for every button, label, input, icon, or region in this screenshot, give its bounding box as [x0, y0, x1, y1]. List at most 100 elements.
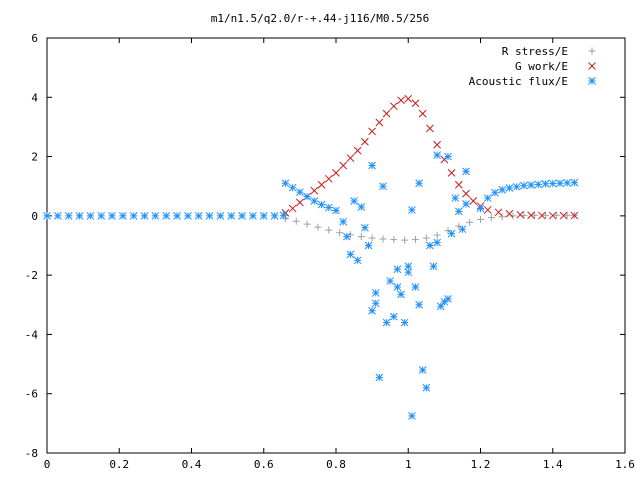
data-point	[173, 212, 181, 220]
data-point	[227, 212, 236, 220]
data-point	[418, 109, 427, 118]
y-tick-label: -4	[25, 328, 39, 341]
data-point	[563, 179, 572, 187]
data-point	[538, 211, 546, 220]
data-point	[451, 194, 460, 202]
data-point	[433, 231, 441, 239]
data-point	[422, 234, 430, 242]
data-point	[151, 212, 160, 220]
data-point	[542, 211, 550, 219]
data-point	[184, 212, 192, 220]
y-tick-label: -6	[25, 388, 38, 401]
data-point	[498, 213, 506, 221]
data-point	[281, 179, 290, 188]
data-point	[397, 96, 405, 105]
data-point	[447, 169, 456, 177]
data-point	[505, 209, 514, 218]
data-point	[97, 212, 106, 220]
data-point	[570, 178, 579, 187]
data-point	[108, 212, 116, 220]
data-point	[556, 179, 564, 188]
data-point	[411, 283, 420, 291]
data-point	[397, 290, 405, 299]
data-point	[426, 241, 434, 250]
data-point	[516, 210, 525, 219]
y-tick-label: -8	[25, 447, 38, 460]
data-point	[353, 146, 362, 155]
data-point	[361, 137, 369, 146]
data-point	[288, 183, 297, 192]
series-2	[43, 151, 579, 420]
data-point	[346, 154, 355, 162]
x-tick-label: 1	[405, 458, 412, 471]
data-point	[296, 188, 304, 196]
legend-marker	[588, 77, 596, 85]
data-point	[494, 208, 503, 217]
data-point	[408, 412, 416, 420]
data-point	[447, 229, 456, 238]
y-tick-label: -2	[25, 269, 38, 282]
data-point	[454, 207, 463, 216]
legend-label: Acoustic flux/E	[469, 75, 568, 88]
data-point	[458, 225, 467, 234]
data-point	[140, 212, 149, 220]
data-point	[336, 229, 344, 237]
data-point	[317, 180, 326, 189]
data-point	[357, 203, 366, 211]
data-point	[346, 250, 355, 259]
data-point	[422, 383, 431, 392]
data-point	[436, 302, 445, 311]
data-point	[483, 206, 492, 214]
data-point	[404, 94, 413, 103]
data-point	[324, 203, 333, 212]
data-point	[303, 192, 311, 201]
chart-title: m1/n1.5/q2.0/r-+.44-j116/M0.5/256	[211, 12, 430, 25]
data-point	[194, 212, 203, 220]
y-tick-label: 0	[31, 210, 38, 223]
data-point	[288, 204, 297, 213]
data-point	[389, 102, 398, 111]
data-point	[531, 211, 539, 219]
data-point	[75, 212, 84, 220]
data-point	[527, 181, 535, 189]
data-point	[342, 232, 351, 241]
data-point	[393, 283, 402, 291]
data-point	[364, 241, 373, 250]
data-point	[249, 212, 257, 220]
data-point	[512, 182, 521, 191]
data-point	[411, 236, 419, 244]
data-point	[332, 169, 340, 177]
data-point	[353, 256, 362, 265]
legend-label: G work/E	[515, 60, 568, 73]
data-point	[466, 218, 474, 226]
series-1	[281, 94, 579, 220]
data-point	[303, 220, 311, 228]
data-point	[415, 300, 423, 309]
data-point	[454, 180, 463, 189]
data-point	[393, 265, 402, 274]
data-point	[415, 179, 423, 188]
data-point	[433, 238, 442, 247]
data-point	[462, 200, 470, 208]
legend: R stress/E G work/E Acoustic flux/E	[469, 45, 596, 88]
data-point	[119, 212, 127, 220]
data-point	[368, 161, 376, 170]
data-point	[444, 152, 452, 161]
y-tick-label: 6	[31, 32, 38, 45]
x-axis-ticks: 0 0.2 0.4 0.6 0.8 1 1.2 1.4 1.6	[44, 38, 635, 471]
data-point	[64, 212, 73, 220]
data-point	[404, 262, 413, 271]
data-point	[382, 109, 391, 118]
data-point	[53, 212, 62, 220]
data-point	[368, 234, 376, 242]
data-point	[279, 211, 288, 220]
x-tick-label: 1.4	[543, 458, 563, 471]
data-point	[375, 118, 384, 127]
data-point	[129, 212, 138, 220]
data-point	[527, 211, 535, 220]
data-point	[317, 200, 326, 209]
data-point	[339, 161, 348, 170]
data-point	[559, 211, 568, 220]
